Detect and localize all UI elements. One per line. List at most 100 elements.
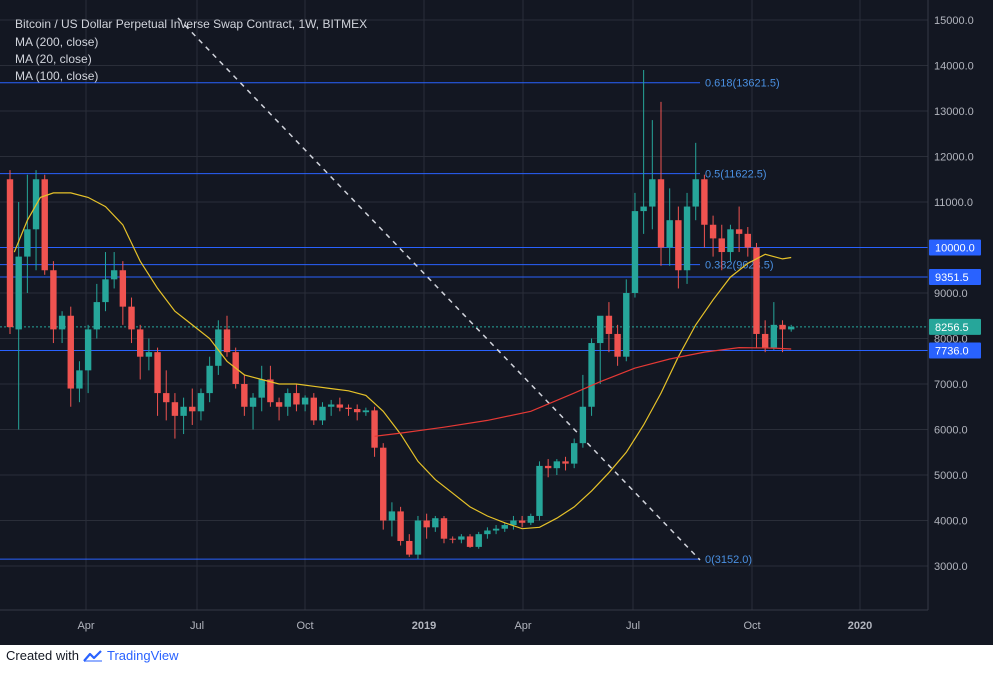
candle-body <box>727 229 734 253</box>
y-tick-label: 11000.0 <box>934 197 973 209</box>
candle-body <box>597 315 604 344</box>
candle-body <box>6 179 14 328</box>
candle-body <box>163 393 170 403</box>
price-tag-box <box>929 239 981 256</box>
x-tick-label: Oct <box>743 620 760 632</box>
candle-body <box>649 179 656 207</box>
candle-body <box>501 525 508 529</box>
candle-body <box>84 329 92 371</box>
price-tags: 10000.0 9351.5 8256.5 7736.0 <box>929 239 981 359</box>
legend-ma-20[interactable]: MA (20, close) <box>15 52 92 66</box>
x-tick-label: Apr <box>77 620 94 632</box>
y-tick-label: 5000.0 <box>934 470 968 482</box>
y-tick-label: 8000.0 <box>934 334 968 346</box>
candle-body <box>571 443 578 464</box>
candle-body <box>93 302 100 330</box>
candle-body <box>241 384 248 407</box>
candle-body <box>145 352 153 357</box>
candle-body <box>362 410 370 413</box>
footer-created-with: Created with <box>6 648 79 663</box>
candle-body <box>631 211 639 293</box>
candle-body <box>449 538 456 540</box>
candle-body <box>440 518 448 539</box>
candle-body <box>562 461 569 464</box>
y-tick-label: 6000.0 <box>934 425 968 437</box>
candle-body <box>397 511 404 541</box>
candle-body <box>171 402 179 416</box>
candle-body <box>50 270 57 330</box>
x-tick-label: 2020 <box>848 620 872 632</box>
candle-body <box>58 315 66 330</box>
y-tick-label: 7000.0 <box>934 379 968 391</box>
grid <box>0 0 928 610</box>
footer-brand[interactable]: TradingView <box>106 648 179 663</box>
legend-title[interactable]: Bitcoin / US Dollar Perpetual Inverse Sw… <box>15 17 367 31</box>
candle-body <box>189 406 196 412</box>
candle-body <box>579 406 587 444</box>
candle-body <box>753 247 760 334</box>
candle-body <box>310 397 317 421</box>
candle-body <box>779 324 786 330</box>
candle-body <box>475 534 482 547</box>
candle-body <box>788 326 795 330</box>
y-tick-label: 15000.0 <box>934 15 974 27</box>
x-tick-label: Jul <box>626 620 640 632</box>
candle-body <box>510 520 517 526</box>
candles <box>6 70 795 560</box>
y-tick-label: 4000.0 <box>934 516 968 528</box>
candle-body <box>544 465 552 469</box>
candle-body <box>197 393 205 412</box>
fib-level-label: 0(3152.0) <box>705 554 752 566</box>
candle-body <box>683 206 691 271</box>
ma-100-line <box>374 346 792 437</box>
candle-body <box>110 270 118 280</box>
candle-body <box>206 365 213 394</box>
candle-body <box>137 329 144 357</box>
footer: Created with TradingView <box>6 648 179 663</box>
candle-body <box>666 220 673 248</box>
y-tick-label: 14000.0 <box>934 61 974 73</box>
legend-ma-200[interactable]: MA (200, close) <box>15 35 98 49</box>
candle-body <box>527 515 534 523</box>
candle-body <box>388 511 396 521</box>
candle-body <box>319 406 326 421</box>
candle-body <box>102 279 109 303</box>
candle-body <box>258 379 265 398</box>
candle-body <box>223 329 231 353</box>
candle-body <box>657 179 665 248</box>
axes: 3000.0 4000.0 5000.0 6000.0 7000.0 8000.0 9000… <box>0 0 974 632</box>
candle-body <box>466 536 474 547</box>
candle-body <box>701 179 708 225</box>
candle-body <box>675 220 682 271</box>
candle-body <box>770 324 778 348</box>
candle-body <box>692 179 699 207</box>
candle-body <box>406 540 413 555</box>
candle-body <box>761 333 769 348</box>
candle-body <box>67 315 74 389</box>
candle-body <box>41 179 48 271</box>
candle-body <box>423 520 430 528</box>
candle-body <box>588 343 595 407</box>
price-tag-box <box>929 318 981 335</box>
legend-ma-100[interactable]: MA (100, close) <box>15 69 98 83</box>
candle-body <box>267 379 274 403</box>
candle-body <box>215 329 222 366</box>
price-tag-box <box>929 342 981 359</box>
y-tick-label: 9000.0 <box>934 288 968 300</box>
y-tick-label: 12000.0 <box>934 152 974 164</box>
candle-body <box>484 530 491 535</box>
candle-body <box>336 404 344 408</box>
y-tick-label: 3000.0 <box>934 561 968 573</box>
candle-body <box>24 229 31 257</box>
candle-body <box>492 528 500 531</box>
candle-body <box>327 404 335 407</box>
x-tick-label: Oct <box>296 620 313 632</box>
ma-20-line <box>13 192 792 530</box>
candle-body <box>605 315 613 334</box>
candle-body <box>709 224 717 239</box>
legend: Bitcoin / US Dollar Perpetual Inverse Sw… <box>15 17 367 83</box>
candle-body <box>301 397 309 405</box>
price-tag-label: 9351.5 <box>935 272 969 284</box>
